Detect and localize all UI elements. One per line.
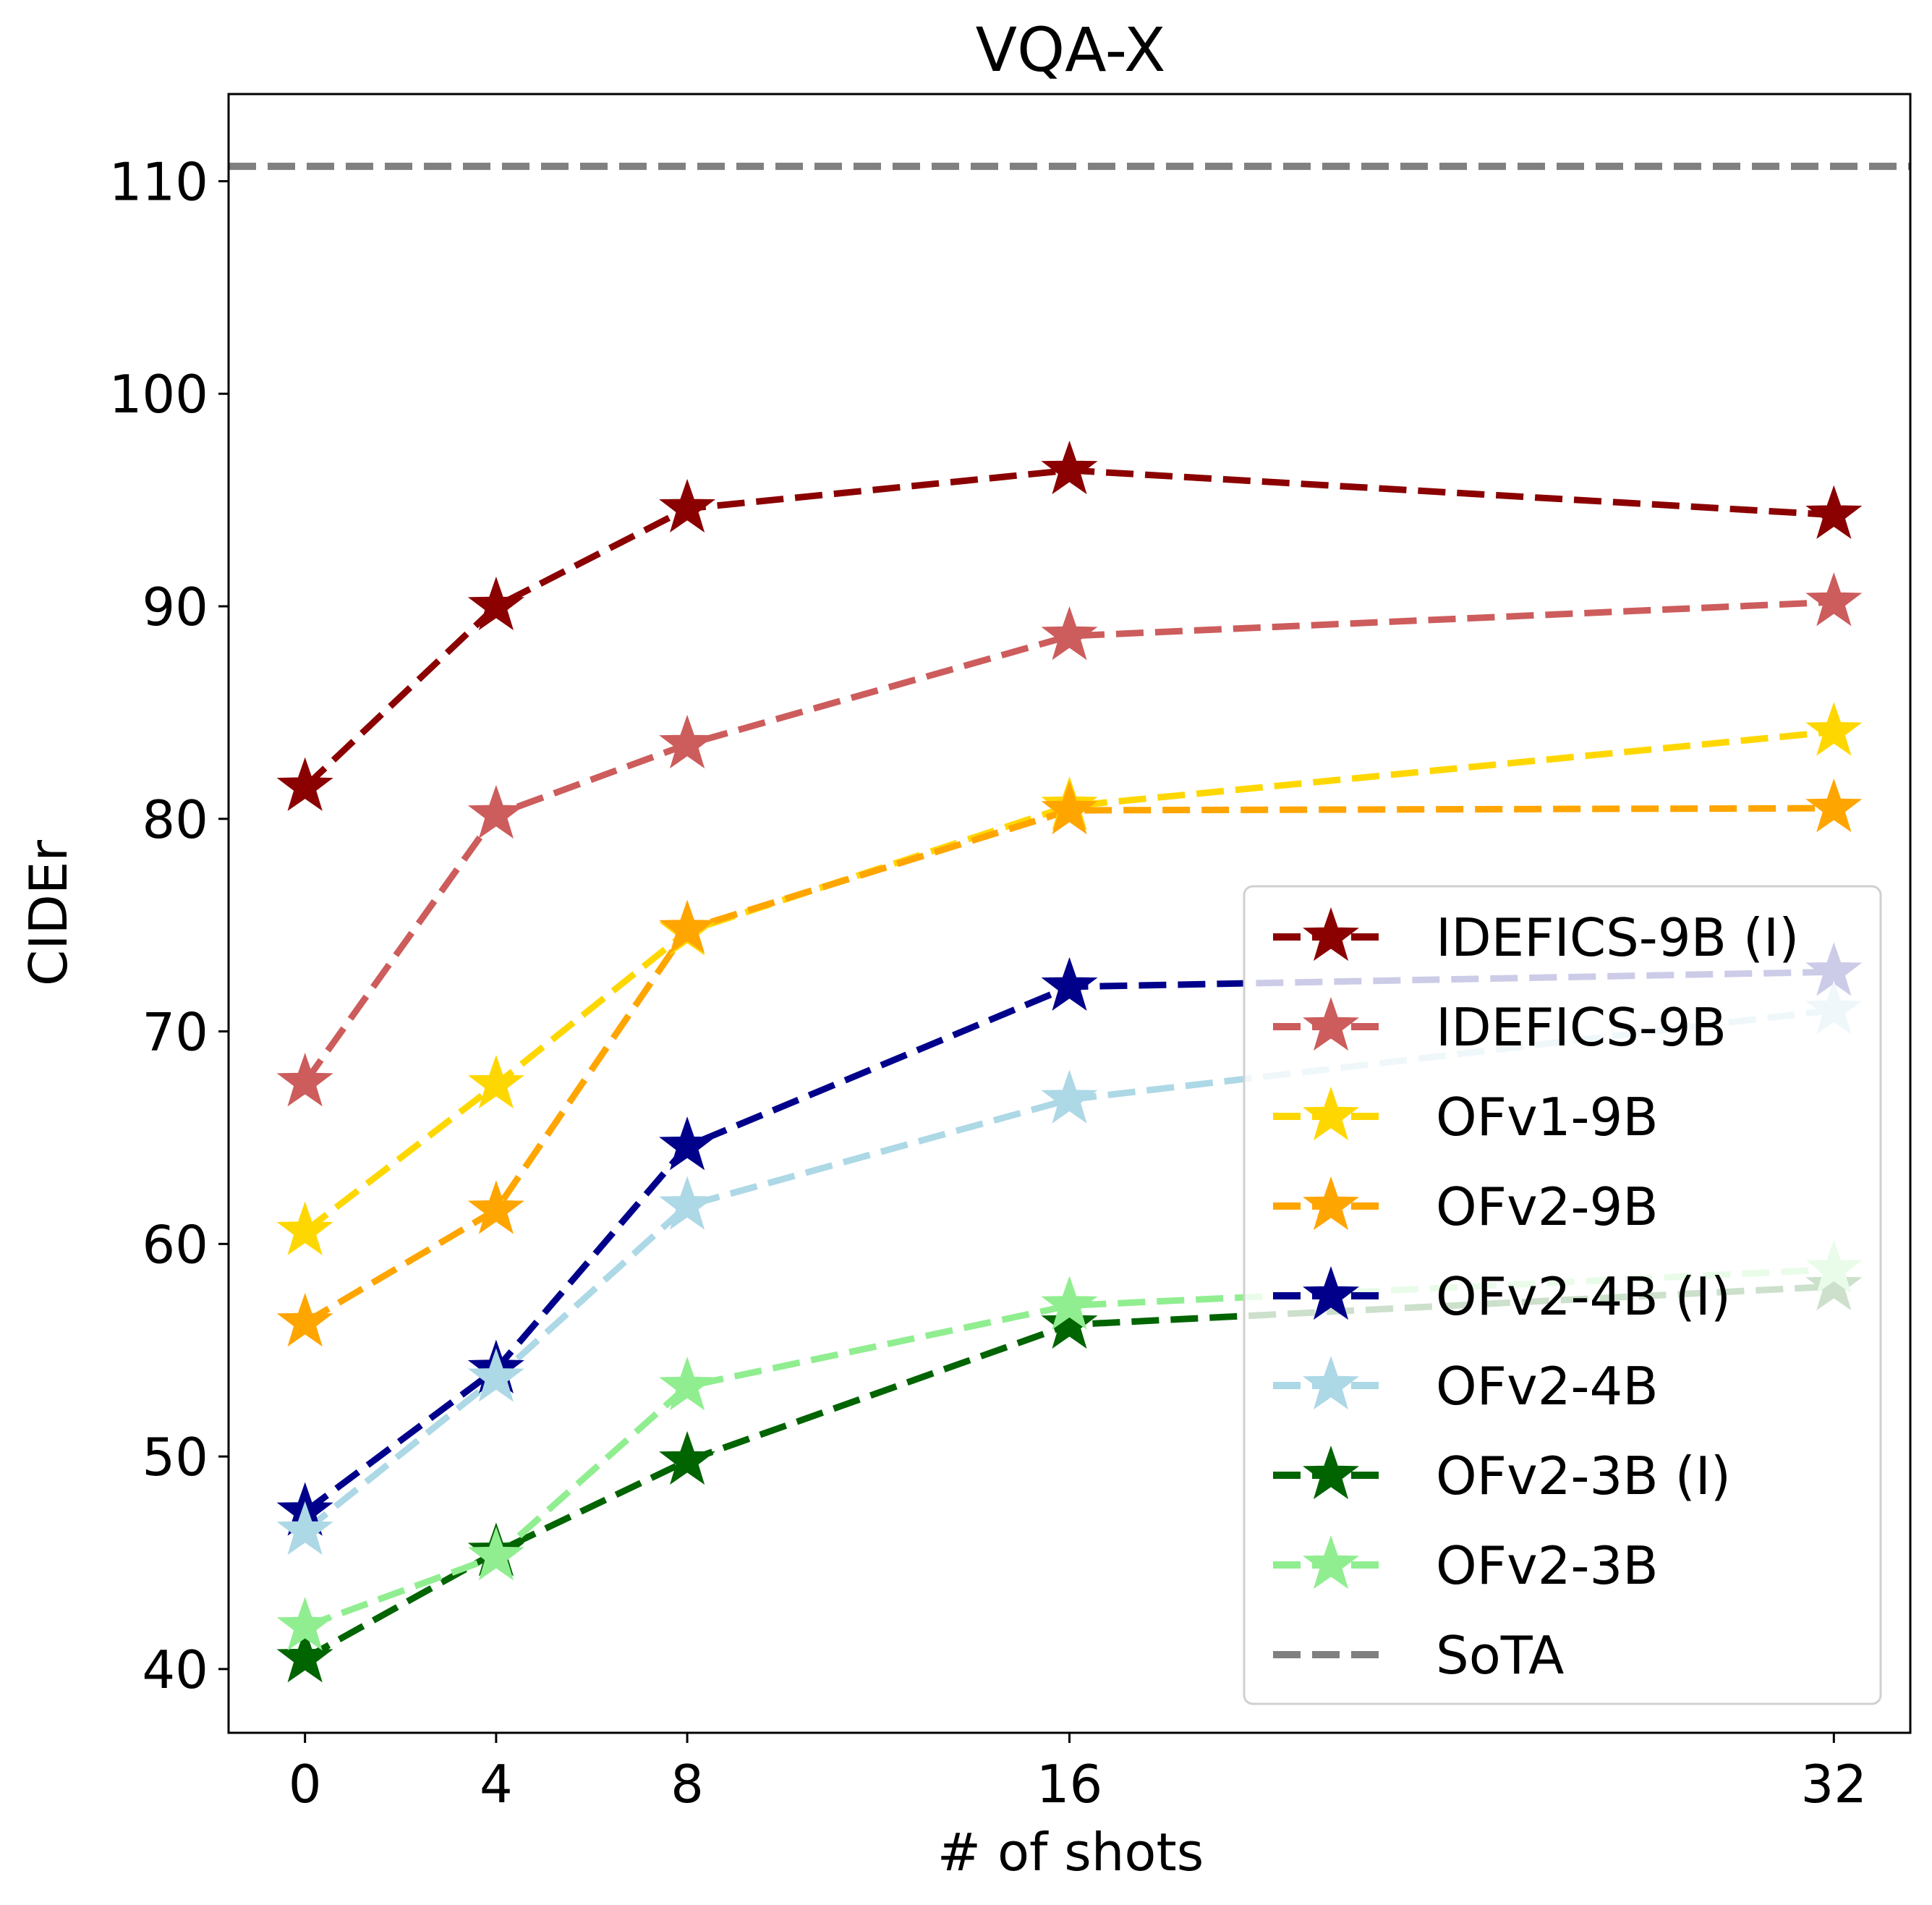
- legend-item: OFv1-9B: [1273, 1086, 1659, 1147]
- legend-item: SoTA: [1273, 1625, 1564, 1686]
- legend-label: OFv2-3B: [1436, 1535, 1659, 1596]
- y-tick-label: 90: [142, 577, 208, 637]
- star-icon: [1303, 1086, 1359, 1141]
- legend-item: IDEFICS-9B (I): [1273, 907, 1799, 968]
- y-tick-label: 60: [142, 1214, 208, 1275]
- data-point: [1041, 780, 1098, 835]
- data-point: [659, 714, 716, 769]
- legend-label: OFv2-9B: [1436, 1176, 1659, 1237]
- data-point: [467, 1054, 524, 1109]
- data-point: [467, 784, 524, 839]
- data-point: [1041, 1069, 1098, 1124]
- legend-item: OFv2-3B (I): [1273, 1445, 1731, 1506]
- data-point: [1805, 485, 1863, 539]
- y-tick-label: 40: [142, 1639, 208, 1700]
- x-tick-label: 8: [671, 1754, 704, 1815]
- legend-label: OFv2-4B: [1436, 1356, 1659, 1417]
- star-icon: [1303, 996, 1359, 1051]
- y-axis-label: CIDEr: [18, 840, 79, 986]
- data-point: [659, 1357, 716, 1411]
- legend-label: IDEFICS-9B: [1436, 997, 1727, 1058]
- x-axis-label: # of shots: [937, 1822, 1204, 1883]
- data-point: [1041, 1294, 1098, 1349]
- data-point: [276, 1501, 333, 1556]
- y-tick-label: 80: [142, 789, 208, 850]
- data-point: [1041, 956, 1098, 1011]
- data-point: [659, 899, 716, 954]
- data-point: [467, 576, 524, 631]
- data-point: [659, 1116, 716, 1171]
- data-point: [1041, 1276, 1098, 1330]
- legend-label: OFv2-4B (I): [1436, 1266, 1731, 1327]
- data-point: [276, 757, 333, 811]
- legend-item: OFv2-4B: [1273, 1355, 1659, 1417]
- star-icon: [1303, 907, 1359, 962]
- legend-label: IDEFICS-9B (I): [1436, 907, 1799, 968]
- star-icon: [1303, 1355, 1359, 1410]
- legend-label: OFv2-3B (I): [1436, 1446, 1731, 1506]
- data-point: [276, 1629, 333, 1683]
- x-tick-label: 4: [480, 1754, 513, 1815]
- data-point: [467, 1348, 524, 1402]
- data-point: [659, 478, 716, 533]
- legend-item: OFv2-4B (I): [1273, 1265, 1731, 1327]
- y-tick-label: 50: [142, 1427, 208, 1488]
- data-point: [659, 1430, 716, 1485]
- data-point: [467, 1180, 524, 1234]
- legend-box: [1243, 885, 1882, 1705]
- legend-item: OFv2-9B: [1273, 1176, 1659, 1237]
- star-icon: [1303, 1176, 1359, 1231]
- legend-label: SoTA: [1436, 1625, 1564, 1686]
- legend-label: OFv1-9B: [1436, 1087, 1659, 1147]
- legend-item: OFv2-3B: [1273, 1535, 1659, 1596]
- y-tick-label: 100: [109, 364, 208, 425]
- data-point: [1041, 606, 1098, 661]
- data-point: [1041, 440, 1098, 495]
- data-point: [276, 1201, 333, 1255]
- legend-item: IDEFICS-9B: [1273, 996, 1727, 1058]
- data-point: [1805, 778, 1863, 833]
- data-point: [276, 1292, 333, 1347]
- data-point: [467, 1527, 524, 1581]
- y-tick-label: 70: [142, 1002, 208, 1063]
- chart-title: VQA-X: [976, 14, 1166, 85]
- legend: IDEFICS-9B (I) IDEFICS-9B OFv1-9B OFv2-9B OF…: [1243, 885, 1882, 1705]
- y-tick-label: 110: [109, 151, 208, 212]
- data-point: [659, 1176, 716, 1230]
- star-icon: [1303, 1535, 1359, 1590]
- x-tick-label: 32: [1801, 1754, 1868, 1815]
- x-tick-label: 0: [289, 1754, 322, 1815]
- data-point: [276, 1053, 333, 1107]
- x-tick-label: 16: [1037, 1754, 1103, 1815]
- data-point: [276, 1597, 333, 1651]
- data-point: [1805, 702, 1863, 756]
- data-point: [1805, 572, 1863, 627]
- star-icon: [1303, 1445, 1359, 1500]
- star-icon: [1303, 1265, 1359, 1320]
